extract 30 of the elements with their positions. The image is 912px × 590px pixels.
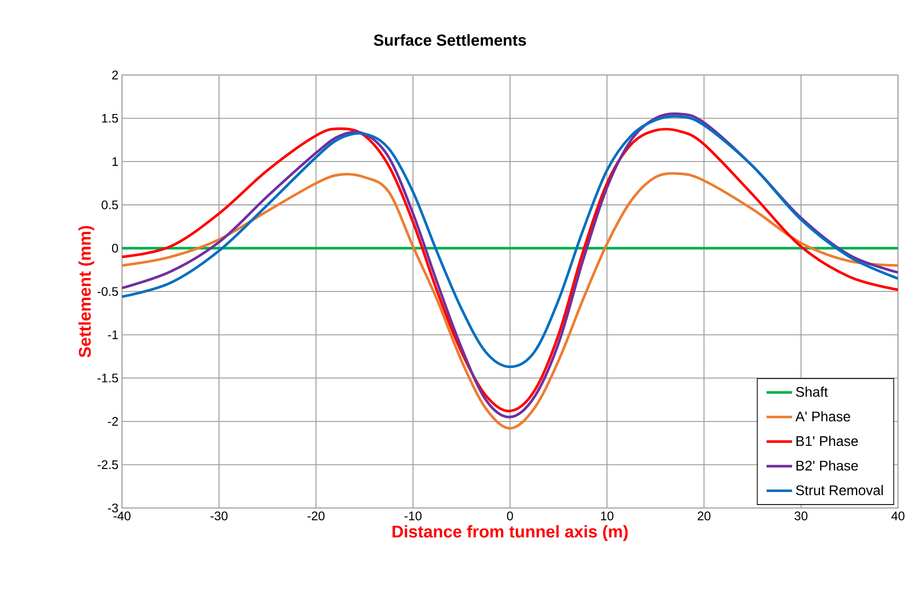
- x-tick-label: -10: [404, 512, 422, 520]
- x-tick-label: 20: [698, 512, 710, 520]
- legend-label: Shaft: [796, 386, 828, 397]
- legend-label: B1' Phase: [796, 436, 858, 446]
- x-tick-label: 0: [507, 512, 513, 520]
- x-tick-label: -30: [210, 512, 228, 520]
- y-tick-label: 1.5: [102, 114, 118, 123]
- y-tick-label: -0.5: [98, 287, 118, 296]
- y-tick-label: -3: [108, 504, 118, 512]
- y-tick-label: -1.5: [98, 374, 118, 382]
- line-series: [122, 172, 898, 430]
- legend-label: B2' Phase: [796, 460, 858, 471]
- chart-title: Surface Settlements: [374, 34, 526, 46]
- x-tick-label: -40: [114, 512, 131, 520]
- x-tick-label: -20: [308, 512, 325, 520]
- y-tick-label: 0: [112, 244, 118, 253]
- y-axis-title: Settlement (mm): [78, 226, 94, 358]
- legend-label: A' Phase: [795, 411, 850, 422]
- x-tick-label: 30: [794, 512, 808, 520]
- x-tick-label: 10: [601, 512, 614, 520]
- y-tick-label: 0.5: [102, 200, 118, 210]
- x-tick-label: 40: [891, 512, 904, 520]
- y-tick-label: 1: [112, 157, 118, 166]
- x-axis-title: Distance from tunnel axis (m): [392, 525, 628, 541]
- y-tick-label: -1: [108, 330, 118, 340]
- legend-label: Strut Removal: [796, 484, 883, 496]
- y-tick-label: -2: [108, 417, 118, 426]
- y-tick-label: 2: [112, 70, 118, 80]
- line-series: [122, 115, 898, 368]
- y-tick-label: -2.5: [98, 460, 118, 470]
